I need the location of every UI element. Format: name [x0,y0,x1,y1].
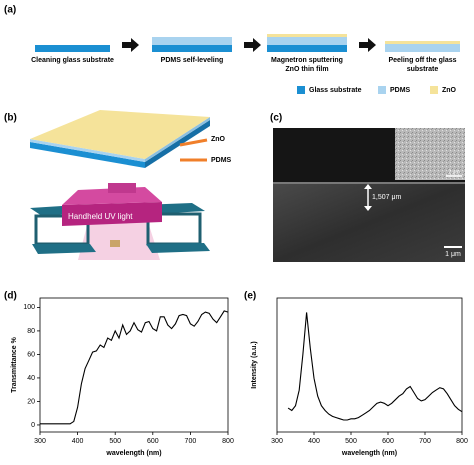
panel-label: (b) [4,113,17,124]
y-axis-label: Transmittance % [11,336,18,392]
layer [152,37,232,45]
stand [32,244,96,254]
scale-label: 1 μm [445,251,461,258]
step-arrow [244,38,261,52]
panel-label: (a) [4,5,16,16]
y-tick-label: 40 [27,375,35,382]
x-axis-label: wavelength (nm) [341,450,397,457]
sem-image [273,128,465,262]
step-arrow [359,38,376,52]
x-tick-label: 400 [72,438,84,445]
x-tick-label: 800 [456,438,468,445]
arrow [179,138,208,147]
y-tick-label: 0 [31,422,35,429]
x-tick-label: 700 [419,438,431,445]
illustration-label: Handheld UV light [68,212,133,221]
uv-lamp [62,187,162,205]
legend-swatch [378,86,386,94]
x-tick-label: 400 [308,438,320,445]
layer [35,45,110,52]
x-tick-label: 800 [222,438,234,445]
illustration [30,110,210,260]
step-label: Peeling off the glass [388,57,456,64]
data-line [287,312,463,421]
arrow-head [364,184,372,189]
layer [267,34,347,37]
illustration-label: ZnO [211,136,226,143]
x-tick-label: 500 [109,438,121,445]
layer-side [30,142,145,168]
x-tick-label: 700 [185,438,197,445]
x-axis-label: wavelength (nm) [105,450,161,457]
x-tick-label: 300 [271,438,283,445]
y-tick-label: 20 [27,398,35,405]
step-arrow [122,38,139,52]
scale-label: 2 μm [448,169,459,175]
step-label: PDMS self-leveling [161,57,224,64]
data-line [40,310,229,425]
y-tick-label: 60 [27,351,35,358]
illustration-label: PDMS [211,157,232,164]
thickness-label: 1,507 μm [372,194,401,201]
arrow-head [364,206,372,211]
x-tick-label: 600 [147,438,159,445]
legend-label: Glass substrate [309,87,362,94]
plot-frame [276,297,463,433]
y-axis-label: Intensity (a.u.) [251,341,258,388]
step-label: Cleaning glass substrate [31,57,114,64]
panel-label: (e) [244,291,256,302]
y-tick-label: 100 [23,304,35,311]
x-tick-label: 600 [382,438,394,445]
layer [267,45,347,52]
sem-inset [395,128,465,180]
layer [385,44,460,52]
panel-label: (d) [4,291,17,302]
layer-side [145,117,210,162]
legend-label: ZnO [442,87,457,94]
x-tick-label: 300 [34,438,46,445]
layer-side [30,139,145,162]
step-label: Magnetron sputtering [271,57,343,64]
panel-label: (c) [270,113,282,124]
uv-lamp [62,202,162,226]
y-tick-label: 80 [27,328,35,335]
legend-label: PDMS [390,87,411,94]
stand [146,243,210,253]
plot-frame [39,297,229,433]
layer [152,45,232,52]
step-label: substrate [407,66,439,73]
x-tick-label: 500 [345,438,357,445]
layer [385,41,460,44]
legend-swatch [430,86,438,94]
step-label: ZnO thin film [285,66,328,73]
sem-cross-section [273,184,465,262]
layer [267,37,347,45]
legend-swatch [297,86,305,94]
sample [110,240,120,247]
layer-side [145,120,210,168]
uv-handle [108,183,136,193]
zno-top [30,110,210,159]
